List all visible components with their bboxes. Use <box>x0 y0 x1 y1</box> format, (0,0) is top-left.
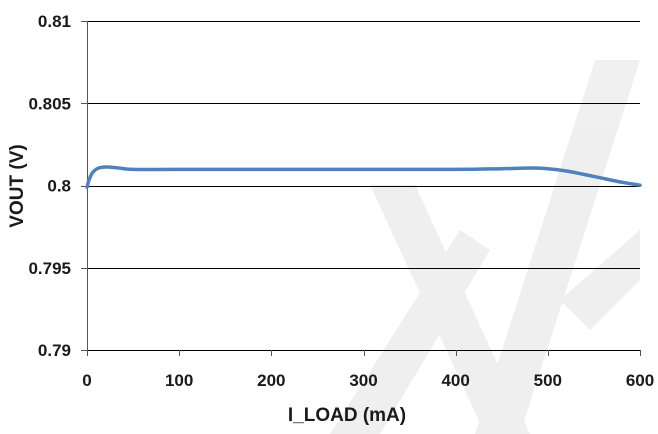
x-tick-label: 300 <box>349 371 377 390</box>
x-tick-label: 500 <box>534 371 562 390</box>
x-axis-title: I_LOAD (mA) <box>288 405 406 426</box>
x-tick-label: 200 <box>257 371 285 390</box>
x-tick-label: 0 <box>82 371 91 390</box>
watermark-stroke-3 <box>330 230 490 434</box>
vout-series-line <box>85 165 642 189</box>
x-tick-label: 100 <box>165 371 193 390</box>
watermark-stroke-4 <box>560 230 640 330</box>
x-tick-label: 600 <box>626 371 654 390</box>
y-tick-label: 0.79 <box>38 341 71 360</box>
y-tick-label: 0.795 <box>28 259 71 278</box>
x-tick-label: 400 <box>441 371 469 390</box>
y-axis-title: VOUT (V) <box>7 144 28 227</box>
y-tick-label: 0.8 <box>47 177 71 196</box>
y-tick-label: 0.805 <box>28 94 71 113</box>
series-layer <box>85 165 642 189</box>
watermark <box>330 60 640 434</box>
watermark-stroke-1 <box>370 185 530 434</box>
x-tick-labels: 0 100 200 300 400 500 600 <box>82 371 654 390</box>
y-tick-label: 0.81 <box>38 12 71 31</box>
watermark-stroke-2 <box>475 60 640 434</box>
y-tick-labels: 0.79 0.795 0.8 0.805 0.81 <box>28 12 71 360</box>
